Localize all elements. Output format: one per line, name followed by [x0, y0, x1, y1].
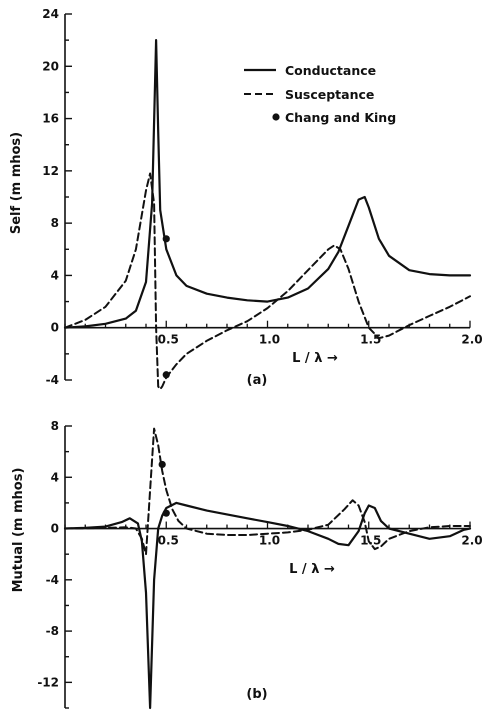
- panel-b-y-tick-label: 8: [51, 419, 59, 433]
- panel-a-markers: [162, 235, 170, 379]
- panel-b-x-tick-label: 0.5: [158, 534, 179, 548]
- panel-b-x-axis-title: L / λ →: [289, 562, 335, 577]
- panel-b-x-tick-label: 1.5: [360, 534, 381, 548]
- panel-b-y-tick-label: -4: [46, 573, 59, 587]
- panel-b-x-tick-label: 2.0: [461, 534, 482, 548]
- panel-b-chang-king-point: [158, 460, 166, 469]
- panel-a-chang-king-point: [162, 371, 170, 379]
- panel-b-ticks: -12 -8 -4 0 4 8 0.5 1.0 1.5 2.0: [37, 419, 483, 709]
- panel-a-y-tick-label: 12: [42, 164, 59, 178]
- panel-b-y-tick-label: 4: [51, 470, 59, 484]
- panel-a-y-tick-label: -4: [46, 373, 59, 387]
- panel-a-y-tick-label: 8: [51, 216, 59, 230]
- legend-conductance-label: Conductance: [285, 63, 376, 78]
- legend-chang-king-marker: [272, 113, 280, 121]
- panel-b-y-axis-title: Mutual (m mhos): [11, 468, 26, 593]
- panel-a-susceptance-line: [64, 172, 471, 391]
- panel-b-susceptance-line: [64, 427, 471, 556]
- panel-b-markers: [158, 460, 170, 517]
- panel-b-y-tick-label: -12: [37, 675, 59, 689]
- panel-b-y-tick-label: 0: [51, 522, 59, 536]
- legend-chang-king-label: Chang and King: [285, 110, 396, 125]
- legend-susceptance-label: Susceptance: [285, 87, 374, 102]
- panel-b-label: (b): [246, 687, 267, 702]
- panel-a-x-tick-label: 2.0: [461, 333, 482, 347]
- panel-a-x-tick-label: 0.5: [158, 333, 179, 347]
- panel-a-y-tick-label: 0: [51, 321, 59, 335]
- panel-a-label: (a): [247, 373, 268, 388]
- panel-a-y-tick-label: 4: [51, 268, 59, 282]
- panel-a-chang-king-point: [162, 235, 170, 243]
- panel-b: -12 -8 -4 0 4 8 0.5 1.0 1.5 2.0 Mutual (m mhos) L…: [11, 419, 483, 710]
- panel-a-x-axis-title: L / λ →: [292, 351, 338, 366]
- panel-a-y-tick-label: 20: [42, 59, 59, 73]
- panel-b-x-tick-label: 1.0: [259, 534, 280, 548]
- panel-a-y-axis-title: Self (m mhos): [9, 132, 24, 234]
- panel-a-x-tick-label: 1.5: [360, 333, 381, 347]
- panel-a-series: [63, 39, 472, 391]
- panel-b-y-tick-label: -8: [46, 624, 59, 638]
- panel-a-conductance-line: [63, 39, 472, 329]
- legend: Conductance Susceptance Chang and King: [244, 63, 396, 125]
- panel-b-axes: [64, 426, 470, 708]
- panel-b-series: [63, 427, 472, 710]
- panel-a-y-tick-label: 24: [42, 7, 59, 21]
- panel-a-ticks: -4 0 4 8 12 16 20 24 0.5 1.0 1.5 2.0: [42, 7, 482, 387]
- panel-b-chang-king-point: [162, 509, 170, 517]
- panel-a-x-tick-label: 1.0: [259, 333, 280, 347]
- panel-a-y-tick-label: 16: [42, 112, 59, 126]
